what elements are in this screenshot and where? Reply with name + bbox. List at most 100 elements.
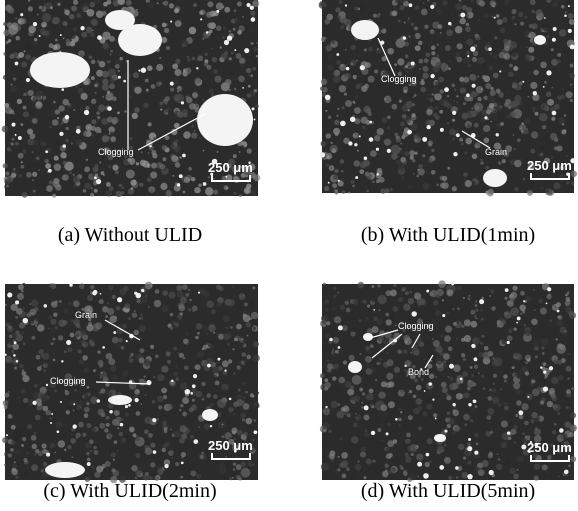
texture xyxy=(337,108,339,110)
texture xyxy=(413,173,415,175)
texture xyxy=(164,140,169,145)
speck xyxy=(473,399,477,403)
texture xyxy=(100,388,105,393)
texture xyxy=(323,422,330,429)
texture xyxy=(514,442,516,444)
texture xyxy=(150,345,154,349)
texture xyxy=(397,58,404,65)
speck xyxy=(242,87,244,89)
texture xyxy=(195,364,201,370)
speck xyxy=(439,465,444,470)
texture xyxy=(463,178,465,180)
texture xyxy=(333,128,340,135)
texture xyxy=(399,465,402,468)
texture xyxy=(192,57,195,60)
texture xyxy=(333,76,340,83)
texture xyxy=(419,299,426,306)
texture xyxy=(168,291,175,298)
texture xyxy=(331,401,338,408)
texture xyxy=(97,116,100,119)
speck xyxy=(484,116,487,119)
texture xyxy=(456,476,458,478)
speck xyxy=(138,70,140,72)
texture xyxy=(236,324,242,330)
texture xyxy=(490,121,492,123)
texture xyxy=(173,430,180,437)
speck xyxy=(16,360,19,363)
texture xyxy=(37,398,42,403)
texture xyxy=(213,178,215,180)
speck xyxy=(452,403,455,406)
texture xyxy=(498,161,502,165)
texture xyxy=(354,107,361,114)
texture xyxy=(473,51,478,56)
texture xyxy=(474,315,477,318)
texture xyxy=(189,103,196,110)
texture xyxy=(160,183,167,190)
texture xyxy=(552,2,558,8)
texture xyxy=(178,305,185,312)
speck xyxy=(48,169,52,173)
texture xyxy=(222,36,224,38)
speck xyxy=(471,344,475,348)
texture xyxy=(208,325,215,332)
texture xyxy=(340,305,345,310)
texture xyxy=(466,23,469,26)
texture xyxy=(523,178,526,181)
texture xyxy=(253,174,260,181)
texture xyxy=(80,330,86,336)
texture xyxy=(99,61,105,67)
texture xyxy=(22,192,28,198)
texture xyxy=(236,464,242,470)
texture xyxy=(453,149,455,151)
texture xyxy=(345,49,347,51)
texture xyxy=(520,127,522,129)
speck xyxy=(543,370,546,373)
texture xyxy=(494,36,497,39)
texture xyxy=(64,449,66,451)
speck xyxy=(229,398,232,401)
texture xyxy=(93,446,96,449)
texture xyxy=(48,327,50,329)
speck xyxy=(455,466,459,470)
speck xyxy=(170,82,174,86)
texture xyxy=(346,308,351,313)
speck xyxy=(505,288,509,292)
texture xyxy=(179,161,184,166)
texture xyxy=(59,300,62,303)
texture xyxy=(83,130,90,137)
texture xyxy=(206,12,212,18)
texture xyxy=(50,455,54,459)
texture xyxy=(43,363,48,368)
texture xyxy=(22,307,25,310)
texture xyxy=(95,174,98,177)
texture xyxy=(35,449,39,453)
speck xyxy=(467,474,472,479)
texture xyxy=(483,137,489,143)
speck xyxy=(193,439,198,444)
texture xyxy=(13,78,16,81)
texture xyxy=(32,151,34,153)
texture xyxy=(529,24,533,28)
texture xyxy=(57,117,59,119)
texture xyxy=(21,332,24,335)
texture xyxy=(212,366,219,373)
texture xyxy=(461,325,464,328)
texture xyxy=(20,123,23,126)
texture xyxy=(87,386,90,389)
texture xyxy=(141,151,143,153)
texture xyxy=(242,352,246,356)
texture xyxy=(388,401,395,408)
texture xyxy=(209,401,211,403)
texture xyxy=(247,74,250,77)
speck xyxy=(177,183,180,186)
texture xyxy=(383,339,388,344)
texture xyxy=(90,396,98,404)
texture xyxy=(537,120,541,124)
texture xyxy=(7,7,14,14)
texture xyxy=(65,390,67,392)
speck xyxy=(84,110,89,115)
texture xyxy=(105,461,111,467)
texture xyxy=(106,416,110,420)
texture xyxy=(227,327,230,330)
